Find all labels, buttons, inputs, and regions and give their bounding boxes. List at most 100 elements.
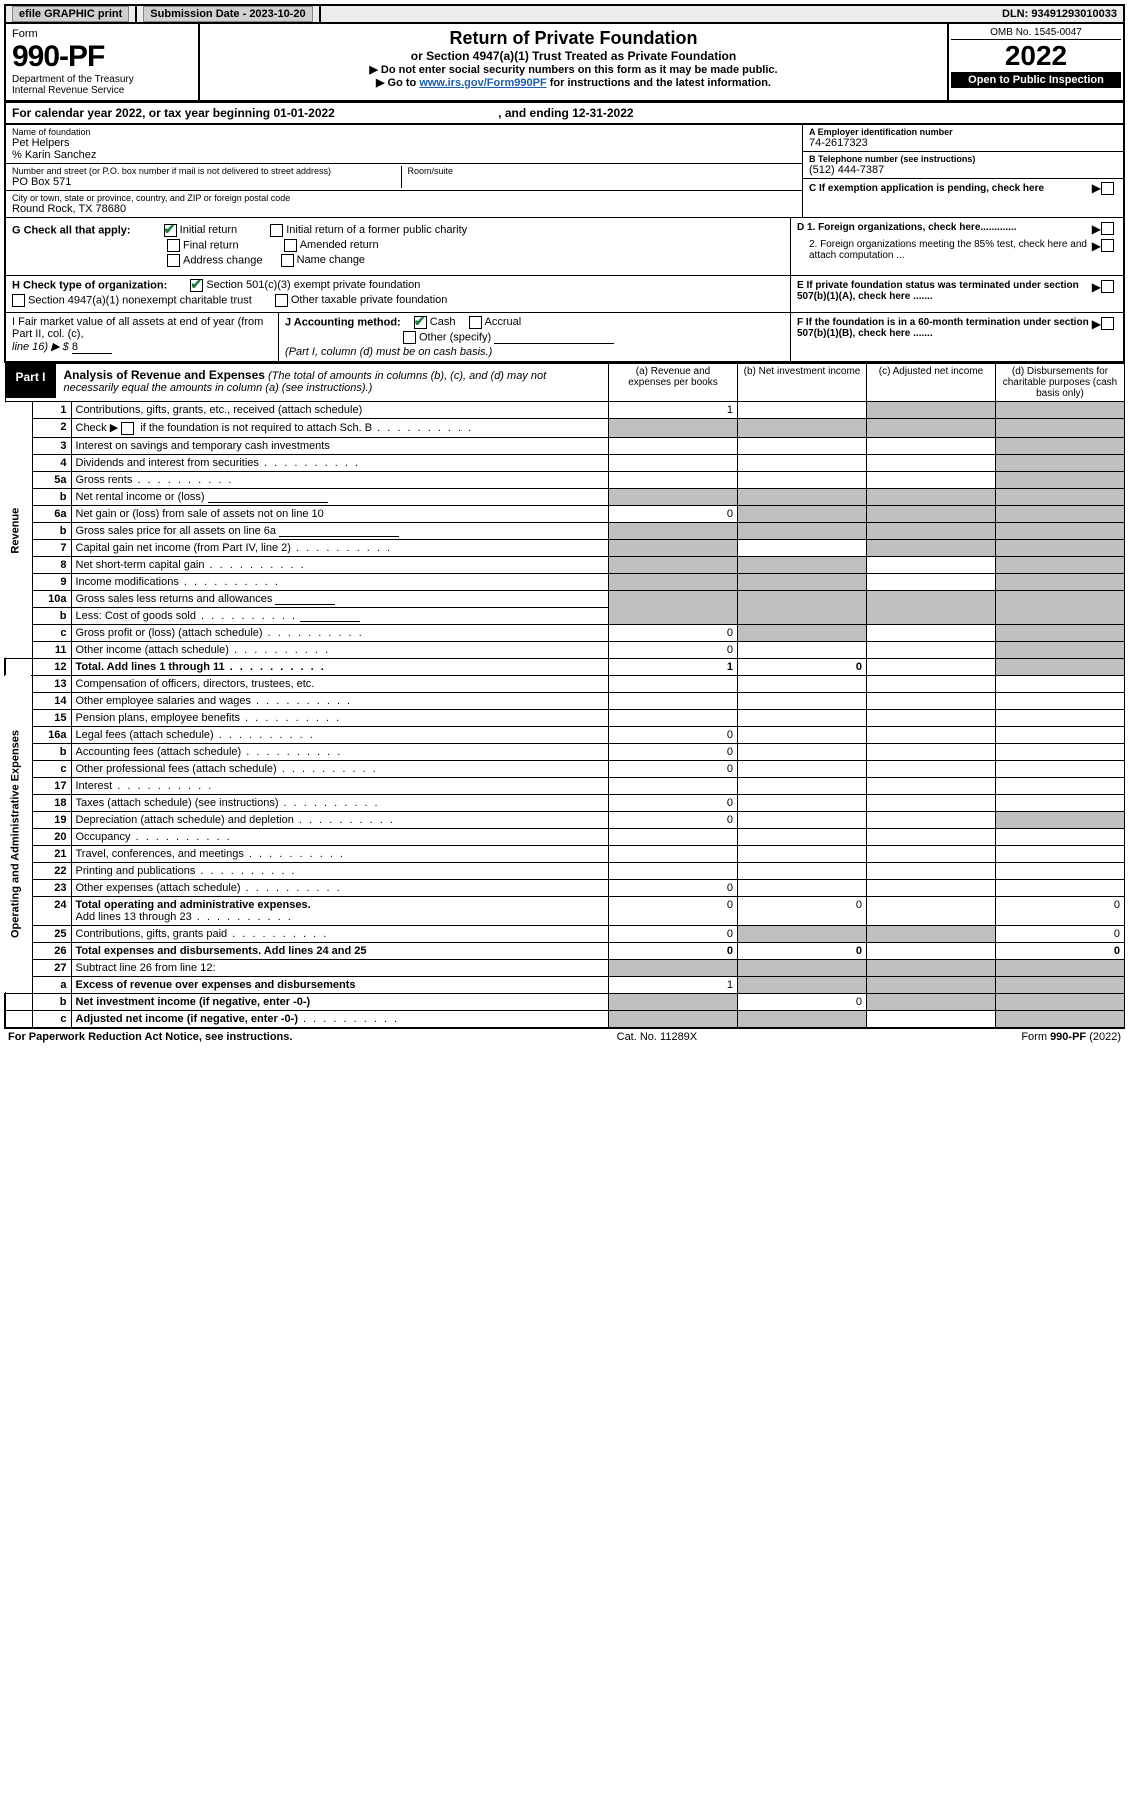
row-25: 25Contributions, gifts, grants paid00 xyxy=(5,925,1125,942)
checkbox-501c3[interactable] xyxy=(190,279,203,292)
header-right: OMB No. 1545-0047 2022 Open to Public In… xyxy=(949,24,1123,100)
exemption-pending-cell: C If exemption application is pending, c… xyxy=(803,179,1123,197)
row-5b: bNet rental income or (loss) xyxy=(5,488,1125,505)
footer-right: Form 990-PF (2022) xyxy=(1021,1031,1121,1043)
foundation-info: Name of foundation Pet Helpers % Karin S… xyxy=(4,125,1125,218)
part1-table: Part I Analysis of Revenue and Expenses … xyxy=(4,363,1125,1028)
page-footer: For Paperwork Reduction Act Notice, see … xyxy=(4,1028,1125,1045)
city-cell: City or town, state or province, country… xyxy=(6,191,802,217)
row-20: 20Occupancy xyxy=(5,828,1125,845)
expenses-side-label: Operating and Administrative Expenses xyxy=(5,675,32,993)
efile-badge: efile GRAPHIC print xyxy=(6,6,137,22)
form-note-2: ▶ Go to www.irs.gov/Form990PF for instru… xyxy=(210,76,937,89)
row-13: Operating and Administrative Expenses 13… xyxy=(5,675,1125,692)
row-6a: 6aNet gain or (loss) from sale of assets… xyxy=(5,505,1125,522)
checkbox-initial-return[interactable] xyxy=(164,224,177,237)
header-left: Form 990-PF Department of the Treasury I… xyxy=(6,24,200,100)
phone-cell: B Telephone number (see instructions) (5… xyxy=(803,152,1123,179)
footer-mid: Cat. No. 11289X xyxy=(617,1031,698,1043)
info-left: Name of foundation Pet Helpers % Karin S… xyxy=(6,125,803,217)
section-ij-f: I Fair market value of all assets at end… xyxy=(4,313,1125,363)
checkbox-sch-b[interactable] xyxy=(121,422,134,435)
fmv-value: 8 xyxy=(72,341,112,354)
form-number: 990-PF xyxy=(12,40,192,74)
address-cell: Number and street (or P.O. box number if… xyxy=(6,164,802,191)
part1-title: Analysis of Revenue and Expenses (The to… xyxy=(56,364,608,398)
section-ij: I Fair market value of all assets at end… xyxy=(6,313,791,361)
checkbox-4947a1[interactable] xyxy=(12,294,25,307)
col-d-header: (d) Disbursements for charitable purpose… xyxy=(996,364,1125,402)
checkbox-e[interactable] xyxy=(1101,280,1114,293)
section-d: D 1. Foreign organizations, check here..… xyxy=(791,218,1123,275)
checkbox-initial-former[interactable] xyxy=(270,224,283,237)
row-7: 7Capital gain net income (from Part IV, … xyxy=(5,539,1125,556)
checkbox-d1[interactable] xyxy=(1101,222,1114,235)
form-subtitle: or Section 4947(a)(1) Trust Treated as P… xyxy=(210,49,937,63)
row-17: 17Interest xyxy=(5,777,1125,794)
form-title: Return of Private Foundation xyxy=(210,28,937,49)
part1-header-row: Part I Analysis of Revenue and Expenses … xyxy=(5,364,1125,402)
open-to-public: Open to Public Inspection xyxy=(951,72,1121,88)
foundation-name-cell: Name of foundation Pet Helpers % Karin S… xyxy=(6,125,802,164)
col-c-header: (c) Adjusted net income xyxy=(867,364,996,402)
checkbox-name-change[interactable] xyxy=(281,254,294,267)
row-3: 3Interest on savings and temporary cash … xyxy=(5,437,1125,454)
calendar-year-row: For calendar year 2022, or tax year begi… xyxy=(4,100,1125,125)
dln: DLN: 93491293010033 xyxy=(996,6,1123,22)
row-16b: bAccounting fees (attach schedule)0 xyxy=(5,743,1125,760)
revenue-side-label: Revenue xyxy=(5,402,32,659)
checkbox-final-return[interactable] xyxy=(167,239,180,252)
form-note-1: ▶ Do not enter social security numbers o… xyxy=(210,63,937,76)
row-4: 4Dividends and interest from securities xyxy=(5,454,1125,471)
row-27a: aExcess of revenue over expenses and dis… xyxy=(5,976,1125,993)
row-12: 12Total. Add lines 1 through 1110 xyxy=(5,658,1125,675)
row-23: 23Other expenses (attach schedule)0 xyxy=(5,879,1125,896)
row-14: 14Other employee salaries and wages xyxy=(5,692,1125,709)
ein-cell: A Employer identification number 74-2617… xyxy=(803,125,1123,152)
irs-link[interactable]: www.irs.gov/Form990PF xyxy=(419,77,546,89)
section-j: J Accounting method: Cash Accrual Other … xyxy=(278,313,790,361)
row-27: 27Subtract line 26 from line 12: xyxy=(5,959,1125,976)
row-19: 19Depreciation (attach schedule) and dep… xyxy=(5,811,1125,828)
row-26: 26Total expenses and disbursements. Add … xyxy=(5,942,1125,959)
section-g: G Check all that apply: Initial return I… xyxy=(6,218,791,275)
tax-year: 2022 xyxy=(951,40,1121,72)
row-27c: cAdjusted net income (if negative, enter… xyxy=(5,1010,1125,1027)
irs-label: Internal Revenue Service xyxy=(12,85,192,96)
checkbox-f[interactable] xyxy=(1101,317,1114,330)
checkbox-accrual[interactable] xyxy=(469,316,482,329)
row-1: Revenue 1Contributions, gifts, grants, e… xyxy=(5,402,1125,419)
checkbox-other-method[interactable] xyxy=(403,331,416,344)
row-21: 21Travel, conferences, and meetings xyxy=(5,845,1125,862)
row-24: 24Total operating and administrative exp… xyxy=(5,896,1125,925)
checkbox-address-change[interactable] xyxy=(167,254,180,267)
row-22: 22Printing and publications xyxy=(5,862,1125,879)
form-word: Form xyxy=(12,28,192,40)
top-bar: efile GRAPHIC print Submission Date - 20… xyxy=(4,4,1125,24)
section-f: F If the foundation is in a 60-month ter… xyxy=(791,313,1123,361)
row-16a: 16aLegal fees (attach schedule)0 xyxy=(5,726,1125,743)
row-15: 15Pension plans, employee benefits xyxy=(5,709,1125,726)
row-16c: cOther professional fees (attach schedul… xyxy=(5,760,1125,777)
row-27b: bNet investment income (if negative, ent… xyxy=(5,993,1125,1010)
section-h: H Check type of organization: Section 50… xyxy=(6,276,791,312)
part1-badge: Part I xyxy=(6,364,56,398)
checkbox-cash[interactable] xyxy=(414,316,427,329)
row-8: 8Net short-term capital gain xyxy=(5,556,1125,573)
row-2: 2 Check ▶ if the foundation is not requi… xyxy=(5,419,1125,438)
section-g-de: G Check all that apply: Initial return I… xyxy=(4,218,1125,276)
checkbox-other-taxable[interactable] xyxy=(275,294,288,307)
checkbox-amended[interactable] xyxy=(284,239,297,252)
section-e: E If private foundation status was termi… xyxy=(791,276,1123,312)
checkbox-c[interactable] xyxy=(1101,182,1114,195)
omb-number: OMB No. 1545-0047 xyxy=(951,26,1121,40)
dept-treasury: Department of the Treasury xyxy=(12,74,192,85)
row-10c: cGross profit or (loss) (attach schedule… xyxy=(5,624,1125,641)
info-right: A Employer identification number 74-2617… xyxy=(803,125,1123,217)
header-mid: Return of Private Foundation or Section … xyxy=(200,24,949,100)
col-a-header: (a) Revenue and expenses per books xyxy=(609,364,738,402)
footer-left: For Paperwork Reduction Act Notice, see … xyxy=(8,1031,292,1043)
section-h-e: H Check type of organization: Section 50… xyxy=(4,276,1125,313)
checkbox-d2[interactable] xyxy=(1101,239,1114,252)
form-header: Form 990-PF Department of the Treasury I… xyxy=(4,24,1125,100)
